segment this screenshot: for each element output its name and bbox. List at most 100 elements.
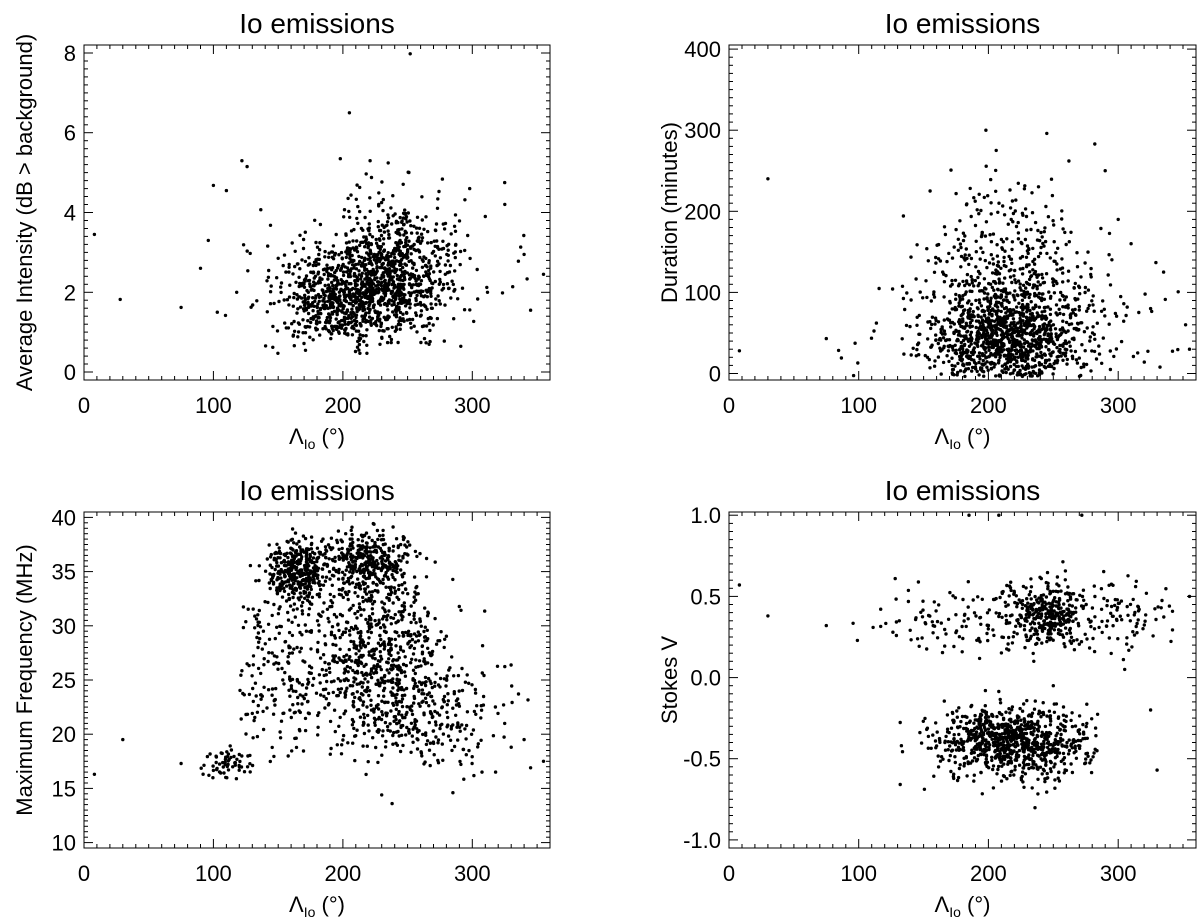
data-point	[959, 254, 964, 259]
data-point	[1044, 345, 1048, 349]
data-point	[427, 704, 431, 708]
data-point	[280, 595, 285, 599]
data-point	[453, 243, 458, 247]
data-point	[361, 317, 365, 322]
data-point	[400, 630, 405, 635]
data-point	[357, 708, 361, 712]
data-point	[932, 270, 937, 274]
data-point	[303, 277, 308, 281]
data-point	[311, 309, 315, 313]
data-point	[905, 291, 909, 295]
data-point	[415, 231, 419, 235]
data-point	[976, 313, 980, 317]
data-point	[1033, 283, 1037, 287]
data-point	[1051, 219, 1055, 223]
data-point	[330, 255, 334, 259]
data-point	[952, 373, 956, 377]
data-point	[438, 726, 442, 731]
data-point	[1012, 339, 1016, 343]
data-point	[904, 323, 909, 328]
data-point	[877, 286, 881, 291]
data-point	[1045, 327, 1049, 332]
data-point	[428, 741, 433, 745]
data-point	[349, 606, 353, 610]
data-point	[1142, 360, 1147, 364]
data-point	[347, 314, 351, 318]
data-point	[298, 545, 302, 549]
data-point	[958, 295, 962, 300]
data-point	[367, 222, 371, 226]
data-point	[356, 671, 360, 675]
data-point	[291, 581, 296, 586]
data-point	[391, 575, 395, 580]
data-point	[298, 693, 302, 697]
data-point	[323, 249, 327, 254]
data-point	[466, 233, 470, 238]
data-point	[985, 265, 989, 270]
data-point	[980, 362, 984, 366]
data-point	[351, 540, 355, 545]
data-point	[290, 584, 294, 588]
data-point	[1012, 368, 1016, 372]
data-point	[966, 311, 970, 315]
data-point	[1055, 268, 1059, 272]
data-point	[974, 265, 978, 269]
data-point	[1027, 282, 1032, 287]
data-point	[282, 589, 287, 593]
data-point	[352, 680, 356, 684]
data-point	[976, 340, 980, 344]
data-point	[316, 556, 320, 560]
data-point	[1000, 329, 1004, 333]
data-point	[401, 278, 405, 283]
data-point	[329, 680, 334, 684]
data-point	[426, 229, 430, 234]
data-point	[429, 240, 433, 245]
data-point	[1023, 305, 1027, 309]
data-point	[1048, 312, 1053, 317]
data-point	[418, 619, 422, 624]
data-point	[1006, 333, 1010, 337]
data-point	[418, 241, 423, 245]
data-point	[994, 355, 998, 359]
data-point	[322, 296, 326, 301]
data-point	[1089, 369, 1093, 373]
data-point	[246, 269, 250, 273]
data-point	[949, 325, 953, 329]
data-point	[1067, 240, 1072, 244]
data-point	[363, 293, 368, 298]
data-point	[424, 556, 429, 561]
data-point	[1064, 341, 1069, 346]
data-point	[433, 680, 437, 685]
data-point	[410, 712, 415, 717]
data-point	[522, 233, 526, 238]
data-point	[1068, 344, 1072, 348]
data-point	[343, 669, 348, 673]
data-point	[1129, 242, 1133, 246]
data-point	[401, 591, 405, 595]
data-point	[1055, 262, 1059, 266]
data-point	[434, 302, 438, 307]
data-point	[364, 547, 369, 551]
data-point	[1075, 251, 1079, 255]
data-point	[367, 315, 372, 319]
data-point	[442, 339, 446, 343]
data-point	[465, 710, 470, 714]
data-point	[318, 333, 322, 337]
data-point	[349, 311, 353, 315]
data-point	[1032, 331, 1037, 336]
data-point	[330, 250, 335, 254]
data-point	[377, 618, 381, 622]
data-point	[378, 342, 382, 346]
data-point	[368, 232, 372, 237]
data-point	[985, 341, 989, 346]
data-point	[984, 350, 988, 354]
data-point	[331, 642, 335, 647]
data-point	[429, 291, 433, 296]
data-point	[386, 327, 390, 331]
data-point	[1040, 298, 1044, 303]
data-point	[900, 284, 905, 288]
data-point	[1036, 280, 1040, 284]
data-point	[352, 642, 356, 647]
data-point	[389, 206, 393, 210]
data-point	[343, 295, 347, 299]
